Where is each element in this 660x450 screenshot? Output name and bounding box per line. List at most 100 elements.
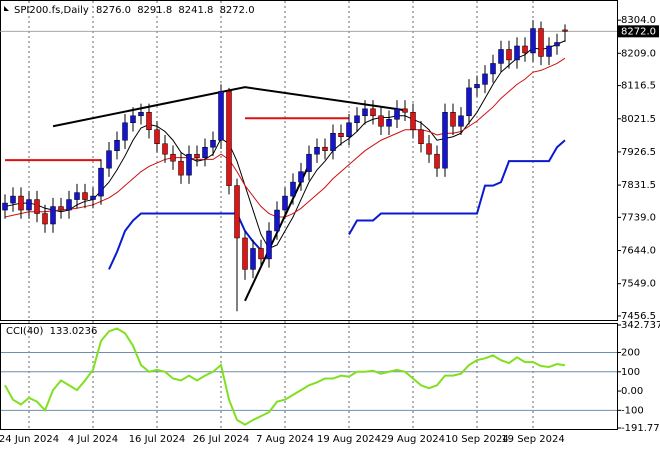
y-tick-label: 100	[621, 367, 640, 378]
candle-body	[322, 146, 328, 151]
candle-body	[258, 248, 264, 260]
candle-body	[106, 150, 112, 169]
candle-body	[418, 129, 424, 144]
candle-body	[290, 181, 296, 197]
candle-body	[26, 199, 32, 211]
main-frame	[0, 0, 618, 321]
candle-body	[194, 153, 200, 158]
y-tick-label: 7644.0	[621, 246, 656, 257]
indicator-line	[108, 139, 566, 270]
candle-body	[162, 143, 168, 155]
candle-body	[170, 153, 176, 162]
candle-body	[266, 230, 272, 260]
candle-body	[482, 73, 488, 85]
candle-body	[34, 199, 40, 214]
candle-body	[250, 248, 256, 270]
cci-title: CCI(40) 133.0236	[6, 326, 97, 337]
x-tick-label: 19 Aug 2024	[317, 434, 381, 445]
candle-body	[498, 49, 504, 64]
candle-body	[10, 195, 16, 204]
candle-body	[466, 87, 472, 117]
candle-body	[298, 171, 304, 183]
candle-body	[154, 129, 160, 144]
trendline	[52, 86, 406, 128]
candle-body	[330, 132, 336, 151]
candle-body	[538, 28, 544, 57]
ohlc-open: 8276.0	[96, 5, 131, 16]
symbol: SPI200.fs,Daily	[14, 5, 89, 16]
cci-name: CCI(40)	[6, 326, 44, 337]
candle-body	[114, 139, 120, 151]
candle-body	[306, 153, 312, 172]
candle-body	[514, 45, 520, 61]
candle-body	[50, 206, 56, 225]
candle-body	[282, 195, 288, 211]
ohlc-high: 8291.8	[137, 5, 172, 16]
candle-body	[274, 209, 280, 232]
candle-body	[66, 199, 72, 211]
y-tick-label: -191.7744	[621, 423, 660, 434]
x-tick-label: 19 Sep 2024	[501, 434, 564, 445]
x-tick-label: 24 Jun 2024	[0, 434, 59, 445]
y-tick-label: 7739.0	[621, 212, 656, 223]
candle-body	[394, 108, 400, 120]
candle-body	[562, 29, 568, 32]
cci-frame	[0, 323, 618, 430]
candle-body	[386, 119, 392, 127]
candle-body	[370, 108, 376, 117]
candle-body	[554, 42, 560, 47]
candle-body	[138, 112, 144, 117]
x-tick-label: 29 Aug 2024	[381, 434, 445, 445]
y-tick-label: 7456.5	[621, 311, 656, 322]
y-tick-label: 8116.5	[621, 81, 656, 92]
candle-body	[354, 115, 360, 124]
y-tick-label: 200	[621, 348, 640, 359]
candle-body	[202, 146, 208, 158]
candle-body	[90, 195, 96, 200]
candle-body	[218, 91, 224, 141]
candle-body	[410, 112, 416, 131]
candle-body	[490, 63, 496, 75]
candle-body	[450, 112, 456, 127]
candle-body	[314, 146, 320, 155]
cci-value: 133.0236	[50, 326, 98, 337]
candle-body	[426, 143, 432, 155]
ohlc-close: 8272.0	[220, 5, 255, 16]
candle-body	[226, 91, 232, 186]
candle-body	[82, 192, 88, 200]
y-tick-label: 7549.0	[621, 279, 656, 290]
candle-body	[146, 112, 152, 131]
price-tag-label: 8272.0	[621, 26, 656, 37]
candle-body	[18, 195, 24, 211]
candle-body	[2, 202, 8, 211]
candle-body	[42, 213, 48, 225]
candle-body	[130, 115, 136, 124]
candle-body	[122, 122, 128, 141]
candle-body	[402, 108, 408, 113]
y-tick-label: 8021.5	[621, 114, 656, 125]
candle-body	[242, 237, 248, 270]
candle-body	[546, 45, 552, 57]
y-tick-label: -100	[621, 405, 644, 416]
candle-body	[378, 115, 384, 127]
y-tick-label: 342.7377	[621, 320, 660, 331]
candle-body	[362, 108, 368, 117]
cci-line	[4, 327, 566, 426]
x-tick-label: 16 Jul 2024	[129, 434, 186, 445]
candle-body	[434, 153, 440, 169]
candle-body	[186, 153, 192, 176]
candle-body	[58, 206, 64, 211]
y-tick-label: 8209.0	[621, 48, 656, 59]
candle-body	[210, 139, 216, 148]
candle-body	[506, 49, 512, 61]
x-tick-label: 10 Sep 2024	[445, 434, 508, 445]
candle-body	[522, 45, 528, 54]
candle-body	[234, 185, 240, 239]
symbol-icon	[4, 6, 9, 11]
x-tick-label: 26 Jul 2024	[193, 434, 250, 445]
chart-title: SPI200.fs,Daily 8276.0 8291.8 8241.8 827…	[14, 5, 255, 16]
candle-body	[178, 160, 184, 176]
x-tick-label: 7 Aug 2024	[256, 434, 314, 445]
y-tick-label: 8304.0	[621, 15, 656, 26]
